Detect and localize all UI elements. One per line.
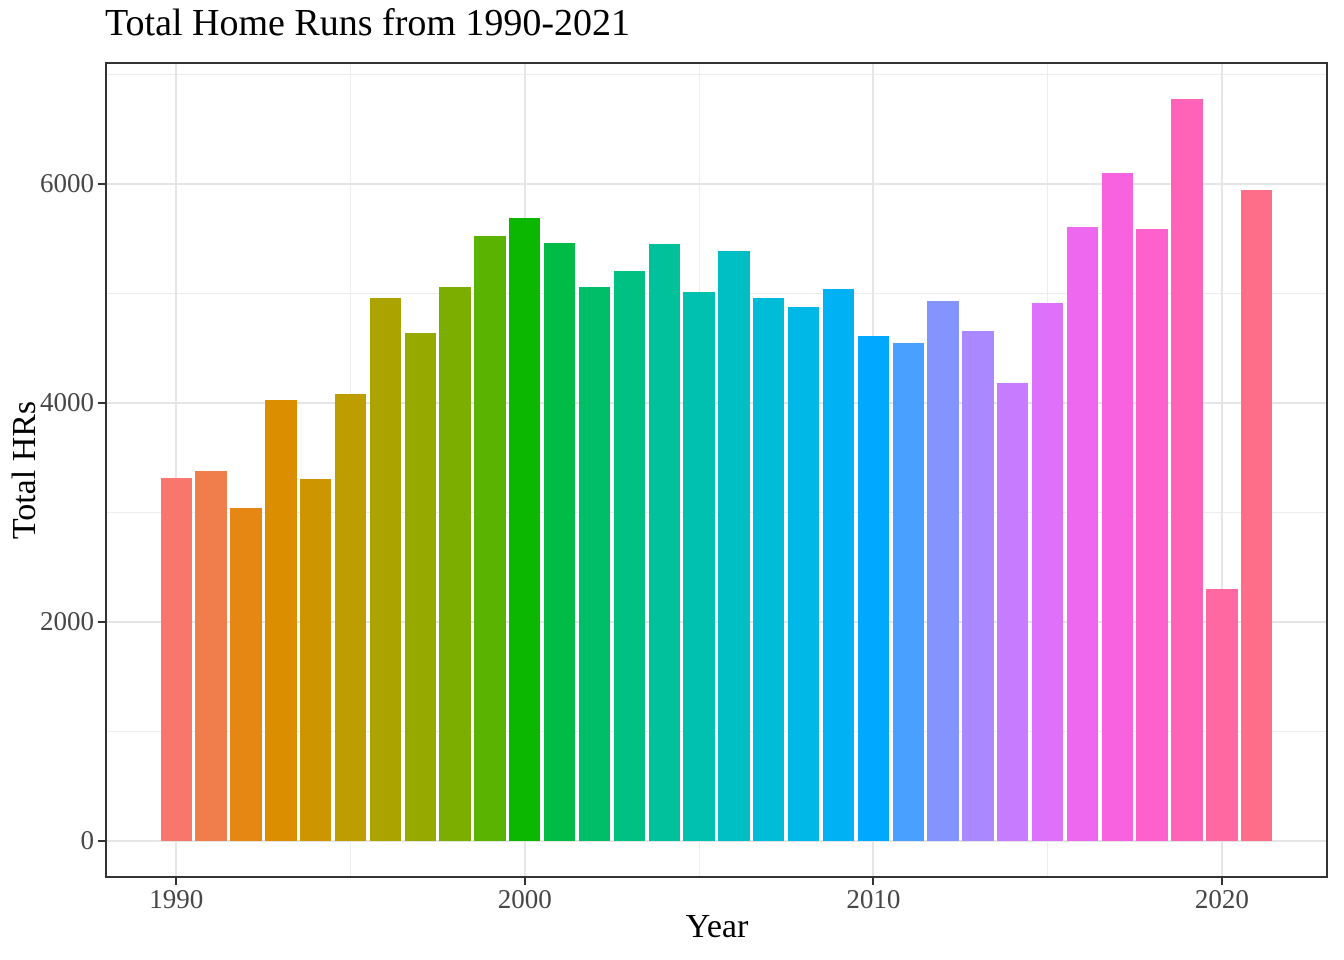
bar-2018 <box>1136 229 1168 841</box>
y-tick-mark <box>98 839 105 842</box>
bar-2001 <box>543 243 576 841</box>
bar-2004 <box>648 244 680 841</box>
bar-2021 <box>1241 190 1273 841</box>
x-tick-label: 2010 <box>846 884 901 914</box>
chart-title: Total Home Runs from 1990-2021 <box>105 2 631 44</box>
gridline-major-v <box>1220 62 1223 878</box>
y-axis-title: Total HRs <box>6 400 43 540</box>
gridline-major-h <box>105 183 1328 186</box>
bar-1995 <box>334 394 367 841</box>
x-axis-title: Year <box>685 908 749 945</box>
bar-2015 <box>1031 303 1064 841</box>
x-tick-label: 2020 <box>1194 884 1249 914</box>
y-tick-label: 6000 <box>40 168 94 199</box>
bar-2012 <box>927 300 959 841</box>
gridline-minor-h <box>105 74 1328 76</box>
bar-2014 <box>997 382 1029 841</box>
bar-1998 <box>439 286 471 841</box>
bar-2003 <box>613 270 646 841</box>
y-tick-mark <box>98 183 105 186</box>
bar-2010 <box>857 335 889 841</box>
gridline-minor-h <box>105 293 1328 295</box>
bar-2016 <box>1066 226 1099 841</box>
gridline-major-h <box>105 401 1328 404</box>
y-tick-label: 0 <box>80 824 95 855</box>
gridline-minor-h <box>105 511 1328 513</box>
bar-2011 <box>892 342 924 841</box>
bar-2009 <box>822 288 855 841</box>
bar-1996 <box>369 297 402 841</box>
bar-1999 <box>474 235 506 841</box>
bar-2008 <box>787 306 820 841</box>
gridline-minor-h <box>105 730 1328 732</box>
bar-2019 <box>1171 99 1203 841</box>
y-tick-label: 2000 <box>40 605 94 636</box>
bar-1997 <box>404 332 436 841</box>
bar-2000 <box>509 217 541 841</box>
y-tick-label: 4000 <box>40 386 94 417</box>
bar-2002 <box>578 287 611 841</box>
gridline-major-h <box>105 620 1328 623</box>
bar-2013 <box>962 330 994 841</box>
gridline-major-h <box>105 839 1328 842</box>
bar-2020 <box>1206 588 1238 841</box>
x-tick-mark <box>872 878 875 885</box>
x-tick-mark <box>1220 878 1223 885</box>
bar-2005 <box>683 291 715 841</box>
x-tick-mark <box>175 878 178 885</box>
plot-panel <box>105 62 1328 878</box>
bar-1992 <box>230 508 262 841</box>
x-tick-mark <box>523 878 526 885</box>
x-tick-label: 1990 <box>149 884 204 914</box>
gridline-major-v <box>175 62 178 878</box>
bar-2007 <box>753 298 785 841</box>
bar-2017 <box>1101 172 1133 841</box>
bar-1993 <box>265 399 297 841</box>
y-tick-mark <box>98 620 105 623</box>
bar-1991 <box>195 470 227 841</box>
x-tick-label: 2000 <box>497 884 552 914</box>
bar-2006 <box>718 251 750 841</box>
bar-1990 <box>160 477 192 841</box>
bar-1994 <box>300 478 332 841</box>
y-tick-mark <box>98 401 105 404</box>
